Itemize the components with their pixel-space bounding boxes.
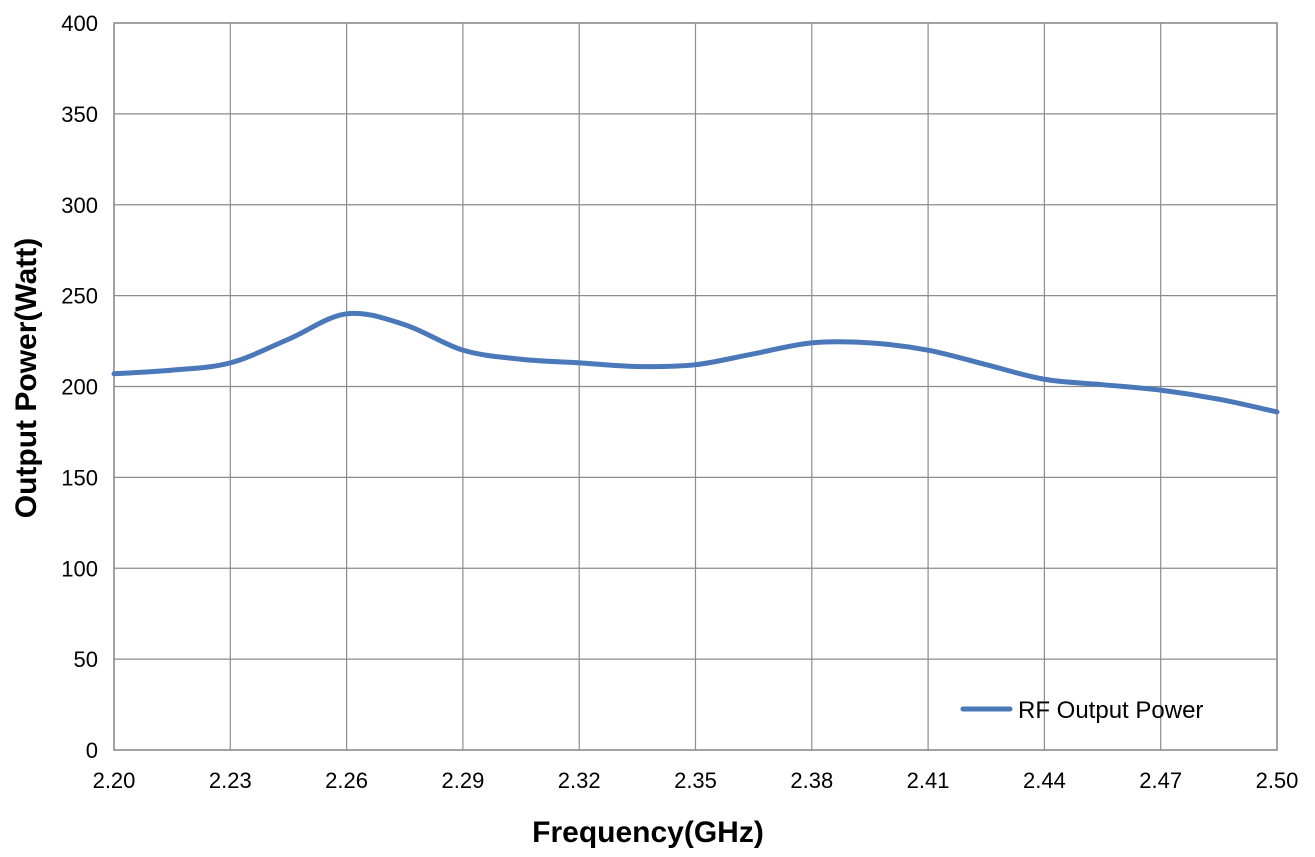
plot-border xyxy=(113,22,1278,751)
x-tick-label: 2.44 xyxy=(1023,768,1066,793)
series-line-rf-output-power xyxy=(111,310,1280,415)
series-layer xyxy=(111,310,1280,415)
x-tick-label: 2.26 xyxy=(325,768,368,793)
y-axis-tick-labels: 0 50 100 150 200 250 300 350 400 xyxy=(61,11,98,763)
x-axis-tick-labels: 2.20 2.23 2.26 2.29 2.32 2.35 2.38 2.41 2.44 2.47… xyxy=(93,768,1299,793)
x-tick-label: 2.41 xyxy=(907,768,950,793)
x-tick-label: 2.23 xyxy=(209,768,252,793)
y-axis-title: Output Power(Watt) xyxy=(10,238,43,519)
y-tick-label: 150 xyxy=(61,465,98,490)
x-tick-label: 2.47 xyxy=(1139,768,1182,793)
x-tick-label: 2.20 xyxy=(93,768,136,793)
x-tick-label: 2.32 xyxy=(558,768,601,793)
y-tick-label: 50 xyxy=(74,647,98,672)
y-tick-label: 0 xyxy=(86,738,98,763)
y-tick-label: 350 xyxy=(61,102,98,127)
x-axis-title: Frequency(GHz) xyxy=(532,816,764,849)
x-tick-label: 2.35 xyxy=(674,768,717,793)
y-tick-label: 300 xyxy=(61,193,98,218)
legend-label-rf-output-power: RF Output Power xyxy=(1018,697,1203,724)
legend: RF Output Power xyxy=(960,697,1203,724)
y-tick-label: 400 xyxy=(61,11,98,36)
y-tick-label: 250 xyxy=(61,284,98,309)
x-tick-label: 2.29 xyxy=(441,768,484,793)
y-tick-label: 100 xyxy=(61,556,98,581)
y-tick-label: 200 xyxy=(61,375,98,400)
x-tick-label: 2.38 xyxy=(790,768,833,793)
x-tick-label: 2.50 xyxy=(1256,768,1299,793)
